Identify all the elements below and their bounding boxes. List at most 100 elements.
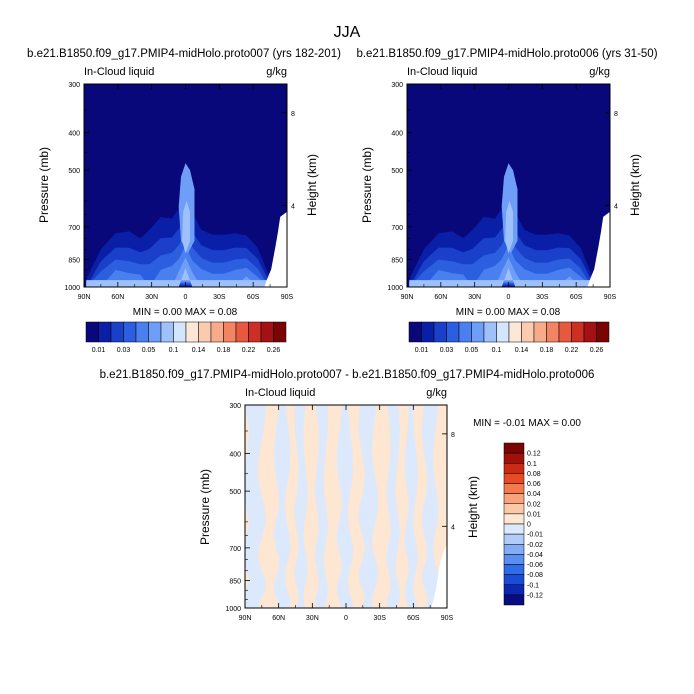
- panel-diff-units: g/kg: [426, 387, 447, 399]
- colorbar-box: [503, 463, 525, 474]
- pressure-tick-label: 400: [68, 131, 80, 138]
- pressure-tick-label: 700: [391, 225, 403, 232]
- colorbar-box: [210, 321, 224, 343]
- diff-negative-band: [294, 405, 308, 608]
- panel-right-contours: [407, 84, 610, 287]
- colorbar-label: 0.1: [527, 461, 537, 468]
- lat-tick-label: 30N: [468, 294, 481, 301]
- panel-right-title: b.e21.B1850.f09_g17.PMIP4-midHolo.proto0…: [356, 48, 657, 60]
- contour-level-6: [409, 268, 601, 287]
- panel-right-axes: 300 400 500 700 850 1000 8 4 90N 60N 30N 0 30S 60S 90S: [387, 82, 618, 301]
- diff-negative-band: [245, 405, 266, 608]
- colorbar-label: 0.08: [527, 471, 541, 478]
- colorbar-label: 0.18: [540, 347, 554, 354]
- lat-tick-label: 0: [344, 615, 348, 622]
- panel-left-ylabel-right: Height (km): [305, 154, 319, 216]
- pressure-tick-label: 700: [229, 546, 241, 553]
- colorbar-box: [458, 321, 472, 343]
- colorbar-box: [185, 321, 199, 343]
- lat-tick-label: 30N: [145, 294, 158, 301]
- colorbar-label: 0.22: [565, 347, 579, 354]
- colorbar-box: [503, 564, 525, 575]
- pressure-tick-label: 500: [391, 168, 403, 175]
- topography-mask: [264, 211, 287, 287]
- height-tick-label: 4: [614, 203, 618, 210]
- colorbar-box: [408, 321, 422, 343]
- contour-level-5: [409, 257, 601, 287]
- lat-tick-label: 0: [507, 294, 511, 301]
- lat-tick-label: 90S: [281, 294, 294, 301]
- height-tick-label: 8: [451, 432, 455, 439]
- lat-tick-label: 30S: [373, 615, 386, 622]
- lat-tick-label: 30S: [536, 294, 549, 301]
- panel-left-axes: 300 400 500 700 850 1000 8 4 90N 60N 30N 0 30S 60S 90S: [64, 82, 295, 301]
- diff-negative-band: [273, 405, 291, 608]
- colorbar-box: [148, 321, 162, 343]
- lat-tick-label: 30N: [306, 615, 319, 622]
- panel-left-contours: [84, 84, 287, 287]
- panel-right-ylabel: Pressure (mb): [360, 147, 374, 223]
- colorbar-box: [446, 321, 460, 343]
- diff-negative-band: [404, 405, 418, 608]
- colorbar-label: -0.01: [527, 532, 543, 539]
- panel-right: b.e21.B1850.f09_g17.PMIP4-midHolo.proto0…: [356, 48, 657, 354]
- colorbar-box: [248, 321, 262, 343]
- colorbar-box: [503, 452, 525, 464]
- contour-tropical-max: [505, 200, 513, 254]
- panel-right-var-label: In-Cloud liquid: [407, 66, 477, 78]
- colorbar-box: [135, 321, 149, 343]
- colorbar-box: [503, 594, 525, 606]
- colorbar-box: [235, 321, 249, 343]
- colorbar-box: [503, 442, 525, 454]
- colorbar-box: [503, 554, 525, 565]
- panel-left-units: g/kg: [266, 66, 287, 78]
- colorbar-box: [198, 321, 212, 343]
- colorbar-box: [503, 584, 525, 596]
- colorbar-box: [558, 321, 572, 343]
- colorbar-label: 0.1: [492, 347, 502, 354]
- lat-tick-label: 60S: [407, 615, 420, 622]
- lat-tick-label: 0: [184, 294, 188, 301]
- pressure-tick-label: 1000: [64, 285, 80, 292]
- colorbar-label: 0.18: [217, 347, 231, 354]
- colorbar-label: 0.22: [242, 347, 256, 354]
- colorbar-label: 0.03: [440, 347, 454, 354]
- pressure-tick-label: 500: [229, 489, 241, 496]
- pressure-tick-label: 500: [68, 168, 80, 175]
- contour-tropical-max: [182, 200, 190, 254]
- contour-level-6: [86, 268, 278, 287]
- colorbar-box: [273, 321, 287, 343]
- colorbar-box: [596, 321, 610, 343]
- panel-diff-contours: [245, 405, 447, 608]
- colorbar-label: 0.03: [117, 347, 131, 354]
- colorbar-label: 0.1: [169, 347, 179, 354]
- colorbar-box: [123, 321, 137, 343]
- panel-right-minmax: MIN = 0.00 MAX = 0.08: [456, 307, 561, 318]
- lat-tick-label: 90N: [239, 615, 252, 622]
- panel-diff-axes: 300 400 500 700 850 1000 8 4 90N 60N 30N 0 30S 60S 90S: [225, 403, 455, 622]
- colorbar-box: [571, 321, 585, 343]
- colorbar-box: [546, 321, 560, 343]
- colorbar-box: [471, 321, 485, 343]
- colorbar-box: [421, 321, 435, 343]
- panel-diff-var-label: In-Cloud liquid: [245, 387, 315, 399]
- colorbar-box: [223, 321, 237, 343]
- lat-tick-label: 60N: [272, 615, 285, 622]
- panel-right-ylabel-right: Height (km): [628, 154, 642, 216]
- lat-tick-label: 90S: [441, 615, 454, 622]
- pressure-tick-label: 700: [68, 225, 80, 232]
- colorbar-box: [503, 523, 525, 535]
- colorbar-label: 0.26: [590, 347, 604, 354]
- colorbar-label: 0.14: [192, 347, 206, 354]
- colorbar-box: [483, 321, 497, 343]
- colorbar-box: [503, 544, 525, 555]
- lat-tick-label: 60N: [434, 294, 447, 301]
- colorbar-box: [521, 321, 535, 343]
- panel-diff-minmax: MIN = -0.01 MAX = 0.00: [473, 418, 581, 429]
- colorbar-label: 0.01: [415, 347, 429, 354]
- height-tick-label: 4: [291, 203, 295, 210]
- colorbar-label: 0.26: [267, 347, 281, 354]
- lat-tick-label: 90S: [604, 294, 617, 301]
- colorbar-label: -0.12: [527, 592, 543, 599]
- colorbar-box: [503, 513, 525, 525]
